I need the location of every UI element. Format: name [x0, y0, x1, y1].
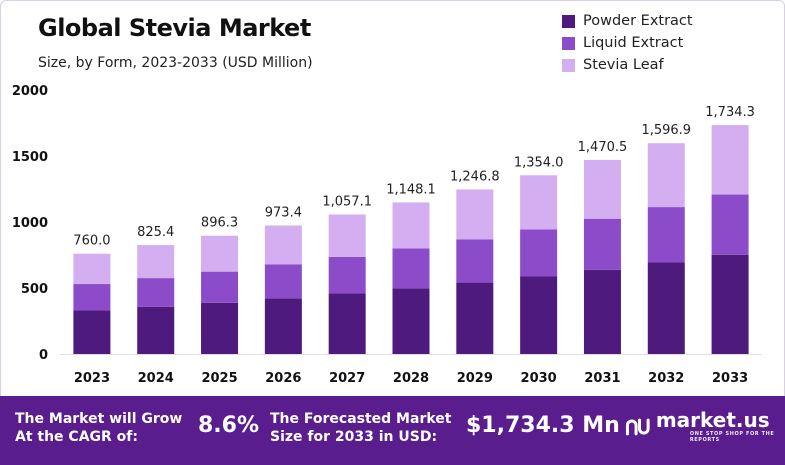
- y-tick-label: 500: [21, 282, 48, 297]
- bar-segment: [456, 189, 494, 240]
- bar-segment: [456, 239, 494, 283]
- brand-tagline: ONE STOP SHOP FOR THE REPORTS: [689, 431, 775, 443]
- x-tick-label: 2033: [712, 371, 748, 386]
- legend-label-powder-extract: Powder Extract: [583, 13, 693, 29]
- bar-segment: [73, 310, 111, 354]
- legend-swatch-liquid-extract: [562, 36, 575, 50]
- bar-segment: [647, 143, 685, 208]
- x-tick-label: 2027: [329, 371, 365, 386]
- forecast-label: The Forecasted Market Size for 2033 in U…: [270, 411, 452, 445]
- stacked-bar-chart: 0 500 1000 1500 2000 760.0 2023 825.4 2024 896.3 2…: [12, 84, 762, 386]
- chart-title: Global Stevia Market: [38, 14, 311, 42]
- bar-segment: [137, 245, 175, 279]
- forecast-value: $1,734.3 Mn: [466, 413, 620, 438]
- x-tick-label: 2028: [393, 371, 429, 386]
- legend-item-stevia-leaf: Stevia Leaf: [562, 54, 693, 76]
- bar-total-label: 973.4: [265, 206, 302, 221]
- bar-total-label: 1,057.1: [322, 194, 372, 209]
- bar-segment: [583, 269, 621, 354]
- bar-segment: [264, 225, 302, 265]
- bar-total-label: 1,470.5: [578, 140, 628, 155]
- x-tick-label: 2031: [584, 371, 620, 386]
- y-tick-label: 1500: [12, 150, 48, 165]
- bar-segment: [520, 276, 558, 354]
- bar-total-label: 1,354.0: [514, 155, 564, 170]
- footer-banner: The Market will Grow At the CAGR of: 8.6…: [0, 396, 785, 465]
- bar-total-label: 825.4: [137, 225, 174, 240]
- bar-segment: [711, 194, 749, 255]
- bar-segment: [73, 253, 111, 285]
- x-tick-label: 2024: [138, 371, 174, 386]
- legend-swatch-powder-extract: [562, 14, 575, 28]
- bar-total-label: 1,246.8: [450, 169, 500, 184]
- bar-segment: [137, 306, 175, 354]
- bar-segment: [392, 248, 430, 289]
- cagr-label: The Market will Grow At the CAGR of:: [15, 411, 183, 445]
- bar-segment: [201, 235, 239, 272]
- bar-segment: [647, 262, 685, 354]
- bar-segment: [583, 159, 621, 219]
- bar-segment: [201, 271, 239, 303]
- y-tick-label: 1000: [12, 216, 48, 231]
- bar-segment: [328, 293, 366, 354]
- legend-label-liquid-extract: Liquid Extract: [583, 35, 684, 51]
- bar-segment: [264, 264, 302, 299]
- legend: Powder Extract Liquid Extract Stevia Lea…: [562, 10, 693, 76]
- bar-segment: [647, 207, 685, 263]
- legend-label-stevia-leaf: Stevia Leaf: [583, 57, 664, 73]
- bar-total-label: 1,596.9: [641, 123, 691, 138]
- bar-segment: [73, 284, 111, 311]
- bar-segment: [328, 214, 366, 257]
- bar-segment: [711, 125, 749, 195]
- chart-subtitle: Size, by Form, 2023-2033 (USD Million): [38, 55, 313, 71]
- bar-total-label: 1,734.3: [705, 105, 755, 120]
- legend-swatch-stevia-leaf: [562, 58, 575, 72]
- bar-segment: [520, 229, 558, 277]
- bar-segment: [392, 202, 430, 249]
- x-tick-label: 2026: [265, 371, 301, 386]
- bar-segment: [264, 298, 302, 354]
- x-tick-label: 2025: [201, 371, 237, 386]
- legend-item-powder-extract: Powder Extract: [562, 10, 693, 32]
- bar-segment: [711, 254, 749, 354]
- bar-segment: [583, 218, 621, 270]
- bar-segment: [201, 302, 239, 354]
- x-tick-label: 2030: [521, 371, 557, 386]
- x-tick-label: 2032: [648, 371, 684, 386]
- bar-segment: [456, 282, 494, 354]
- bar-segment: [137, 278, 175, 307]
- y-tick-label: 0: [39, 348, 48, 363]
- brand-name: market.us: [655, 408, 770, 432]
- cagr-value: 8.6%: [198, 413, 260, 438]
- bar-segment: [328, 256, 366, 294]
- x-tick-label: 2023: [74, 371, 110, 386]
- bar-total-label: 896.3: [201, 216, 238, 231]
- market-us-logo-icon: [625, 418, 650, 435]
- y-tick-label: 2000: [12, 84, 48, 99]
- bar-total-label: 1,148.1: [386, 182, 436, 197]
- brand-logo[interactable]: market.us ONE STOP SHOP FOR THE REPORTS: [624, 410, 785, 443]
- x-tick-label: 2029: [457, 371, 493, 386]
- bar-total-label: 760.0: [73, 234, 110, 249]
- bar-segment: [520, 175, 558, 230]
- bar-segment: [392, 288, 430, 354]
- legend-item-liquid-extract: Liquid Extract: [562, 32, 693, 54]
